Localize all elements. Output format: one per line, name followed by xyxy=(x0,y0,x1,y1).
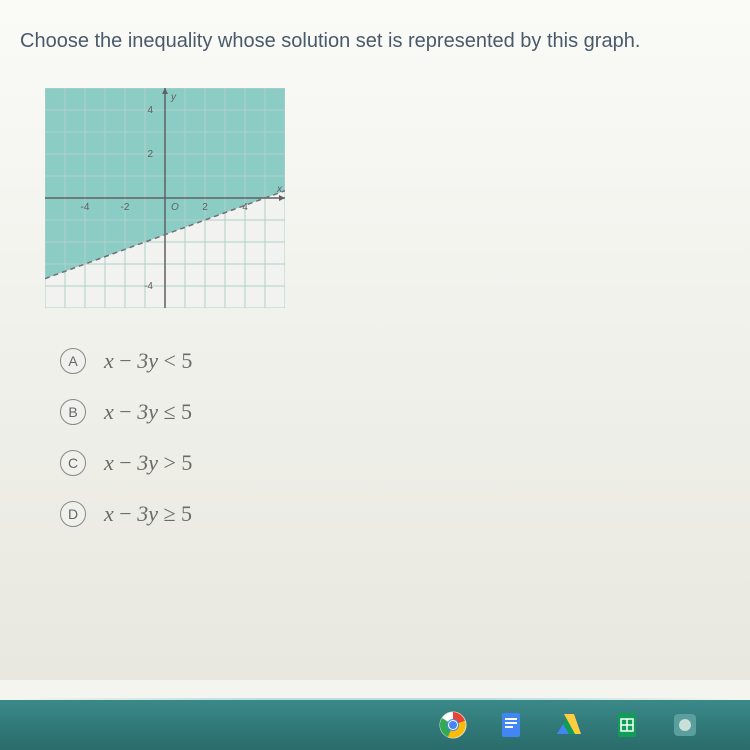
answer-choice-c[interactable]: C x − 3y > 5 xyxy=(60,450,730,476)
sheets-icon[interactable] xyxy=(612,710,642,740)
svg-text:-4: -4 xyxy=(81,202,90,213)
answer-choice-a[interactable]: A x − 3y < 5 xyxy=(60,348,730,374)
graph-svg: 4 2 -4 -4 -2 2 4 Oy x xyxy=(45,88,285,308)
svg-text:4: 4 xyxy=(147,105,153,116)
svg-text:2: 2 xyxy=(202,202,208,213)
answer-choice-b[interactable]: B x − 3y ≤ 5 xyxy=(60,399,730,425)
svg-text:x: x xyxy=(276,184,283,195)
docs-icon[interactable] xyxy=(496,710,526,740)
choice-expression: x − 3y < 5 xyxy=(104,348,192,374)
svg-text:O: O xyxy=(171,202,179,213)
question-text: Choose the inequality whose solution set… xyxy=(20,30,730,53)
y-axis-arrow xyxy=(162,88,168,94)
svg-text:4: 4 xyxy=(242,202,248,213)
chrome-icon[interactable] xyxy=(438,710,468,740)
choice-letter: D xyxy=(60,501,86,527)
choice-letter: A xyxy=(60,348,86,374)
choice-letter: B xyxy=(60,399,86,425)
taskbar xyxy=(0,700,750,750)
svg-text:2: 2 xyxy=(147,149,153,160)
app-icon[interactable] xyxy=(670,710,700,740)
choice-expression: x − 3y > 5 xyxy=(104,450,192,476)
inequality-graph: 4 2 -4 -4 -2 2 4 Oy x xyxy=(45,88,285,308)
answer-choice-d[interactable]: D x − 3y ≥ 5 xyxy=(60,501,730,527)
svg-text:-4: -4 xyxy=(144,281,153,292)
svg-text:-2: -2 xyxy=(121,202,130,213)
choice-letter: C xyxy=(60,450,86,476)
answer-choices: A x − 3y < 5 B x − 3y ≤ 5 xyxy=(60,348,730,527)
choice-expression: x − 3y ≤ 5 xyxy=(104,399,192,425)
choice-expression: x − 3y ≥ 5 xyxy=(104,501,192,527)
drive-icon[interactable] xyxy=(554,710,584,740)
svg-text:y: y xyxy=(170,92,177,103)
question-panel: Choose the inequality whose solution set… xyxy=(0,0,750,680)
